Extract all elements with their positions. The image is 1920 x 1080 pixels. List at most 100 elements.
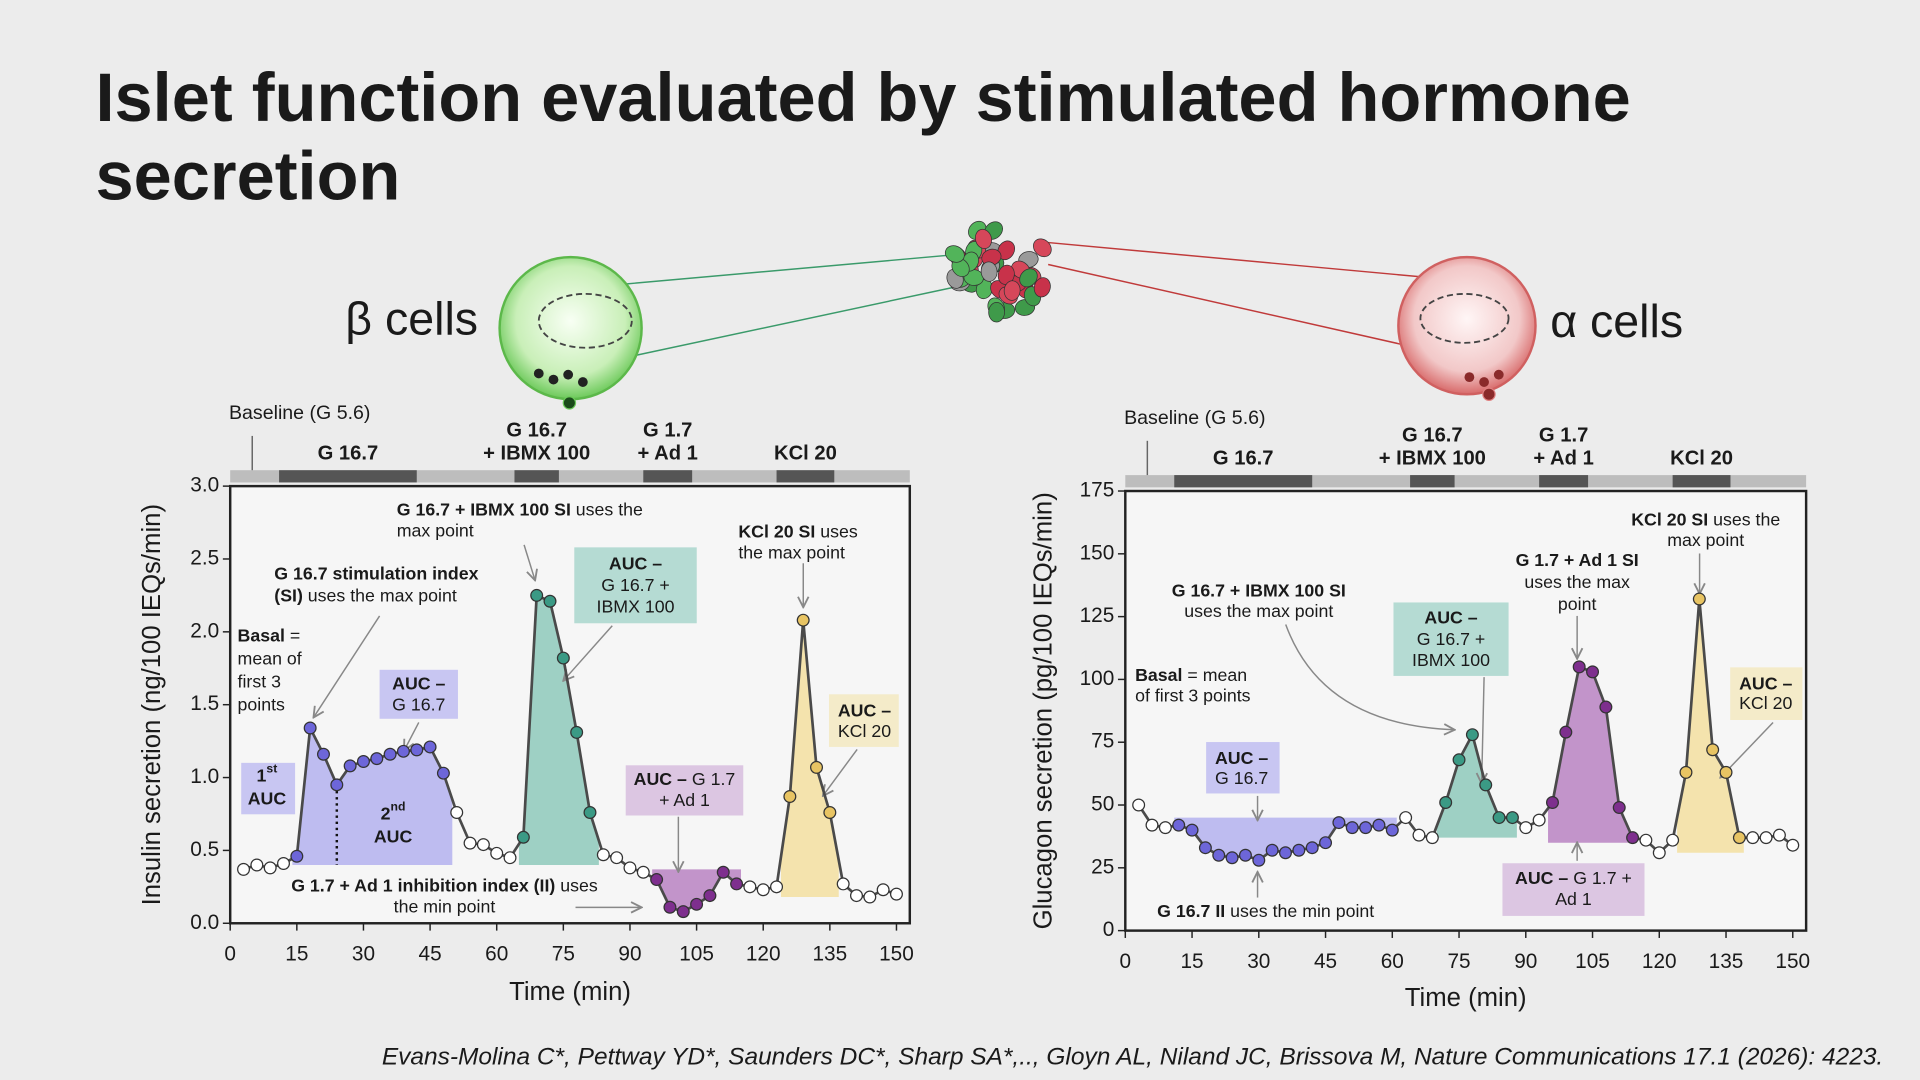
annotation-box — [828, 694, 899, 747]
data-point — [423, 740, 437, 754]
x-tick-label: 60 — [1381, 950, 1404, 973]
y-tick-label: 1.5 — [190, 692, 219, 715]
annotation-text: max point — [397, 520, 474, 540]
data-point — [516, 830, 530, 844]
x-tick-label: 75 — [1447, 950, 1470, 973]
x-tick-label: 15 — [285, 943, 308, 966]
y-tick-label: 2.0 — [190, 619, 219, 642]
data-point — [1132, 798, 1146, 812]
annotation-text: Basal — [238, 625, 285, 645]
annotation-line: G 16.7 + — [601, 575, 670, 595]
x-tick-label: 30 — [352, 943, 375, 966]
data-point — [583, 806, 597, 820]
auc-region — [780, 620, 839, 898]
data-point — [1465, 728, 1479, 742]
data-point — [770, 880, 784, 894]
annotation-text: AUC – — [1739, 673, 1792, 693]
annotation-line: G 1.7 + Ad 1 SI — [1516, 550, 1639, 570]
annotation-text: first 3 — [238, 671, 282, 691]
islet-cell — [980, 261, 998, 282]
annotation-text: + Ad 1 — [659, 790, 710, 810]
data-point — [1746, 831, 1760, 845]
data-point — [1599, 700, 1613, 714]
annotation-line: uses the max point — [1184, 601, 1333, 621]
islet-cell — [1019, 268, 1038, 288]
annotation-line: AUC – — [838, 700, 891, 720]
data-point — [1332, 816, 1346, 830]
data-point — [1319, 836, 1333, 850]
annotation-text: st — [266, 762, 277, 776]
annotation-line: mean of — [238, 648, 302, 668]
data-point — [316, 747, 330, 761]
data-point — [783, 790, 797, 803]
data-point — [1372, 818, 1386, 832]
y-tick-label: 25 — [1091, 855, 1114, 878]
annotation-text: AUC – — [1424, 607, 1477, 627]
data-point — [396, 744, 410, 758]
data-point — [1425, 831, 1439, 845]
data-point — [1385, 823, 1399, 837]
annotation-line: G 16.7 — [392, 694, 445, 714]
data-point — [277, 857, 290, 871]
protocol-label: + IBMX 100 — [483, 443, 590, 465]
alpha-cell — [1397, 255, 1537, 396]
data-point — [743, 880, 757, 894]
data-point — [730, 877, 744, 891]
protocol-label: + Ad 1 — [1533, 448, 1593, 470]
annotation-text: AUC — [248, 788, 287, 808]
data-point — [889, 887, 903, 901]
title-line: Islet function evaluated by stimulated h… — [96, 59, 1631, 136]
annotation-text: uses the — [1708, 509, 1780, 529]
annotation-text: G 16.7 — [392, 694, 445, 714]
protocol-label: G 16.7 — [1213, 448, 1274, 470]
data-point — [343, 759, 357, 773]
annotation-line: AUC – — [392, 673, 445, 693]
protocol-phase — [776, 470, 835, 483]
auc-region — [336, 746, 453, 865]
annotation-text: AUC – — [392, 673, 445, 693]
data-point — [303, 721, 317, 735]
annotation-text: mean of — [238, 648, 302, 668]
annotation-text: uses the max point — [303, 585, 457, 605]
annotation-text: G 16.7 stimulation index — [274, 563, 478, 583]
annotation-text: KCl 20 — [838, 721, 891, 741]
data-point — [1626, 831, 1640, 845]
data-point — [463, 836, 477, 850]
annotation-line: + Ad 1 — [659, 790, 710, 810]
annotation-text: AUC – — [1215, 748, 1268, 768]
data-point — [663, 900, 677, 914]
x-tick-label: 150 — [879, 943, 914, 966]
protocol-phase — [1672, 475, 1731, 488]
annotation-text: uses the max point — [1184, 601, 1333, 621]
annotation-line: uses the max — [1524, 572, 1630, 592]
nucleus — [537, 292, 633, 349]
granule — [563, 369, 574, 380]
annotation-text: G 16.7 — [1215, 767, 1268, 787]
islet-cell — [1033, 277, 1051, 298]
annotation-line: AUC — [374, 826, 413, 846]
annotation-line: G 16.7 + IBMX 100 SI — [1172, 580, 1346, 600]
annotation-text: G 16.7 II — [1157, 901, 1225, 921]
data-point — [610, 851, 624, 865]
data-point — [1412, 828, 1426, 842]
data-point — [383, 747, 397, 761]
data-point — [237, 862, 251, 876]
annotation-text: AUC — [374, 826, 413, 846]
protocol-label: G 1.7 — [1539, 424, 1588, 446]
data-point — [796, 613, 810, 627]
protocol-phase — [1539, 475, 1589, 488]
annotation-arrow — [823, 748, 858, 796]
data-point — [1532, 813, 1546, 827]
x-tick-label: 60 — [485, 943, 508, 966]
granule — [1482, 387, 1496, 402]
nucleus — [1419, 292, 1510, 344]
annotation-line: G 16.7 stimulation index — [274, 563, 478, 583]
data-point — [1252, 853, 1266, 867]
data-point — [1706, 743, 1720, 757]
data-point — [1732, 831, 1746, 845]
data-point — [410, 743, 424, 757]
islet-cell — [997, 264, 1015, 285]
data-point — [1345, 821, 1359, 835]
annotation-text: Basal — [1135, 665, 1182, 685]
